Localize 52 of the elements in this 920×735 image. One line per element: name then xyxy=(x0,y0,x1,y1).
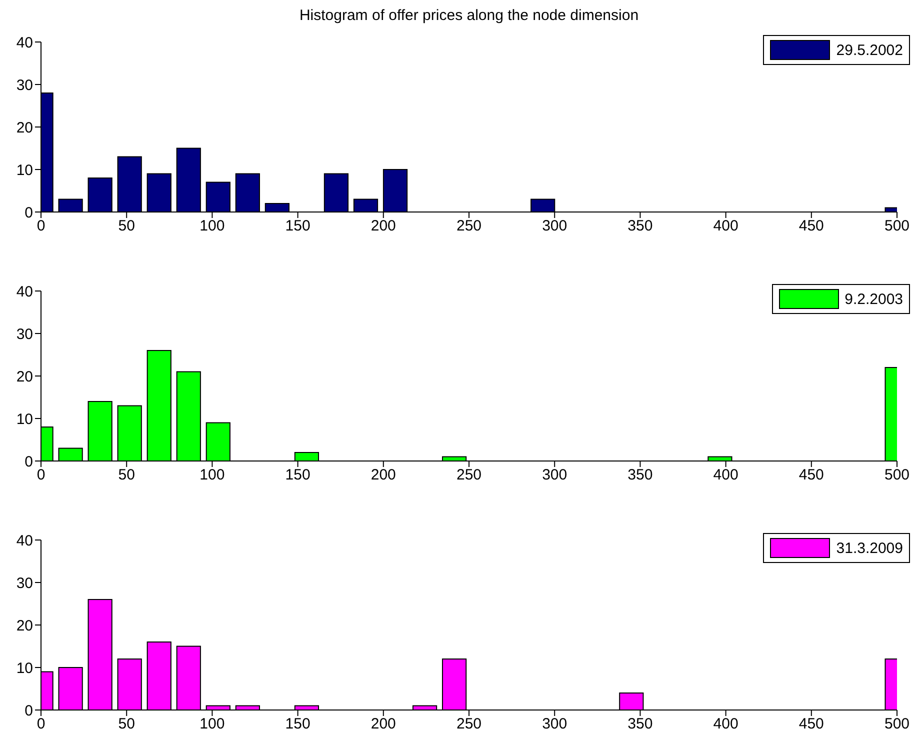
y-tick-label: 0 xyxy=(24,453,33,470)
x-tick-label: 300 xyxy=(542,466,568,484)
x-tick-label: 250 xyxy=(456,466,482,484)
x-tick-label: 450 xyxy=(798,716,824,733)
x-tick-label: 300 xyxy=(542,716,568,733)
x-tick-label: 500 xyxy=(884,218,910,235)
legend-label: 31.3.2009 xyxy=(836,540,903,556)
legend-label: 9.2.2003 xyxy=(844,290,903,308)
x-tick-label: 0 xyxy=(36,218,46,235)
x-tick-label: 500 xyxy=(884,716,910,733)
x-tick-label: 0 xyxy=(36,716,46,733)
x-tick-label: 200 xyxy=(370,218,396,235)
x-tick-label: 100 xyxy=(200,218,225,235)
x-tick-label: 450 xyxy=(798,218,824,235)
x-tick-label: 350 xyxy=(628,466,653,484)
y-tick-label: 40 xyxy=(16,532,33,550)
x-tick-label: 400 xyxy=(713,466,738,484)
y-tick-label: 40 xyxy=(16,34,33,52)
legend-label: 29.5.2002 xyxy=(836,42,903,58)
x-tick-label: 150 xyxy=(285,716,310,733)
y-tick-label: 10 xyxy=(16,162,33,179)
y-tick-label: 20 xyxy=(16,617,33,634)
y-tick-label: 0 xyxy=(24,204,33,222)
y-tick-label: 40 xyxy=(16,283,33,300)
x-tick-label: 500 xyxy=(884,466,910,484)
y-tick-label: 30 xyxy=(16,574,33,592)
y-tick-label: 10 xyxy=(16,660,33,677)
x-tick-label: 0 xyxy=(36,466,46,484)
x-tick-label: 300 xyxy=(542,218,568,235)
x-tick-label: 150 xyxy=(285,466,310,484)
x-tick-label: 350 xyxy=(628,218,653,235)
x-tick-label: 50 xyxy=(118,218,135,235)
x-tick-label: 50 xyxy=(118,716,135,733)
x-tick-label: 250 xyxy=(456,218,482,235)
x-tick-label: 100 xyxy=(200,716,225,733)
x-tick-label: 100 xyxy=(200,466,225,484)
x-tick-label: 150 xyxy=(285,218,310,235)
x-tick-label: 400 xyxy=(713,716,738,733)
y-tick-label: 10 xyxy=(16,410,33,428)
y-tick-label: 20 xyxy=(16,368,33,386)
x-tick-label: 200 xyxy=(370,716,396,733)
x-tick-label: 450 xyxy=(798,466,824,484)
x-tick-label: 400 xyxy=(713,218,738,235)
y-tick-label: 30 xyxy=(16,326,33,343)
y-tick-label: 20 xyxy=(16,119,33,136)
x-tick-label: 50 xyxy=(118,466,135,484)
y-tick-label: 30 xyxy=(16,76,33,94)
x-tick-label: 250 xyxy=(456,716,482,733)
x-tick-label: 350 xyxy=(628,716,653,733)
chart-title: Histogram of offer prices along the node dimension xyxy=(298,7,640,24)
x-tick-label: 200 xyxy=(370,466,396,484)
y-tick-label: 0 xyxy=(24,702,33,720)
